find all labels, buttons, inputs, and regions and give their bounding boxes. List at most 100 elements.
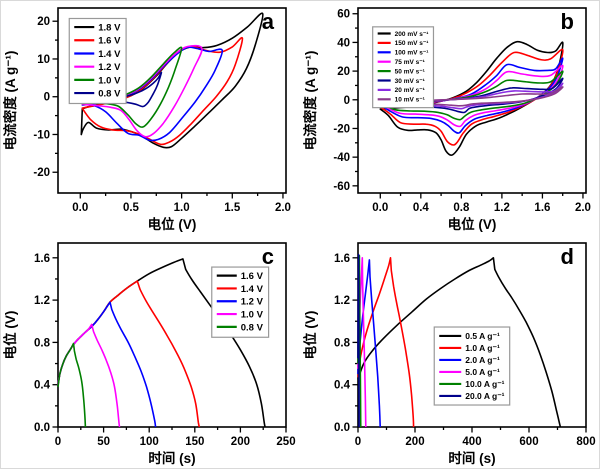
legend-label: 20 mV s⁻¹ bbox=[395, 87, 425, 94]
series-curve-1.6-V bbox=[81, 36, 244, 146]
y-axis-title: 电位 (V) bbox=[2, 311, 18, 360]
legend-label: 10.0 A g⁻¹ bbox=[465, 379, 504, 389]
x-tick-label: 800 bbox=[576, 436, 595, 448]
y-tick-label: 0.8 bbox=[34, 337, 51, 349]
y-axis-title: 电位 (V) bbox=[302, 311, 318, 360]
y-tick-label: 1.6 bbox=[334, 253, 350, 265]
legend-label: 1.2 V bbox=[241, 297, 264, 308]
panel-letter-a: a bbox=[262, 9, 275, 34]
y-tick-label: 20 bbox=[337, 66, 350, 78]
legend-label: 1.4 V bbox=[98, 49, 121, 60]
y-tick-label: 20 bbox=[37, 16, 50, 28]
panel-a-cv-voltage-windows: 0.0 0.5 1.0 1.5 2.0 -20 -10 0 10 20 电位 (V) 电流密度 (A … bbox=[2, 7, 291, 232]
y-tick-label: -40 bbox=[333, 152, 350, 164]
x-tick-label: 400 bbox=[462, 436, 481, 448]
y-tick-label: 10 bbox=[37, 54, 50, 66]
x-tick-label: 200 bbox=[405, 436, 424, 448]
y-tick-label: 1.2 bbox=[34, 295, 50, 307]
series-curve-20.0-A-g⁻¹ bbox=[357, 253, 360, 427]
y-tick-label: 0.4 bbox=[34, 380, 51, 392]
series-curve-1.0-V bbox=[81, 46, 183, 128]
legend-label: 200 mV s⁻¹ bbox=[395, 31, 429, 38]
legend-label: 0.5 A g⁻¹ bbox=[465, 331, 500, 341]
legend-label: 2.0 A g⁻¹ bbox=[465, 355, 500, 365]
y-tick-label: -20 bbox=[33, 167, 50, 179]
panel-c-gcd-voltage-windows: 0 50 100 150 200 250 0.0 0.4 0.8 1.2 1.6 时间 (s) 电位 (… bbox=[2, 242, 296, 466]
y-tick-label: -20 bbox=[333, 123, 350, 135]
legend-label: 5.0 A g⁻¹ bbox=[465, 367, 500, 377]
series-curve-0.5-A-g⁻¹ bbox=[357, 257, 562, 428]
axis-ticks bbox=[352, 13, 584, 199]
y-tick-label: -60 bbox=[333, 181, 350, 193]
axis-ticks bbox=[52, 257, 287, 433]
x-tick-label: 1.5 bbox=[224, 202, 241, 214]
legend-label: 100 mV s⁻¹ bbox=[395, 50, 429, 57]
y-axis-title: 电流密度 (A g⁻¹) bbox=[2, 51, 18, 151]
x-tick-label: 2.0 bbox=[275, 202, 291, 214]
x-axis-title: 电位 (V) bbox=[448, 216, 497, 232]
y-tick-label: 0.0 bbox=[34, 422, 50, 434]
x-tick-label: 200 bbox=[231, 436, 250, 448]
panel-letter-b: b bbox=[561, 9, 574, 34]
legend-label: 0.8 V bbox=[241, 322, 264, 333]
x-axis-title: 电位 (V) bbox=[148, 216, 197, 232]
x-tick-label: 0.4 bbox=[413, 202, 430, 214]
legend-label: 20.0 A g⁻¹ bbox=[465, 391, 504, 401]
legend-label: 150 mV s⁻¹ bbox=[395, 40, 429, 47]
y-tick-label: 0.8 bbox=[334, 337, 351, 349]
legend: 0.5 A g⁻¹ 1.0 A g⁻¹ 2.0 A g⁻¹ 5.0 A g⁻¹ 10.0… bbox=[433, 326, 511, 406]
y-tick-label: 1.6 bbox=[34, 253, 50, 265]
x-axis-title: 时间 (s) bbox=[448, 450, 495, 466]
legend-box bbox=[68, 17, 127, 105]
legend-label: 1.0 A g⁻¹ bbox=[465, 343, 500, 353]
y-tick-label: 0.0 bbox=[334, 422, 350, 434]
x-tick-label: 0.0 bbox=[72, 202, 88, 214]
series-curve-50-mV-s⁻¹ bbox=[379, 70, 564, 121]
x-tick-label: 600 bbox=[519, 436, 538, 448]
series-curve-1.0-A-g⁻¹ bbox=[357, 257, 415, 428]
legend: 1.6 V 1.4 V 1.2 V1.0 V 0.8 V bbox=[211, 266, 270, 338]
legend-label: 10 mV s⁻¹ bbox=[395, 97, 425, 104]
legend-label: 1.6 V bbox=[98, 36, 121, 47]
x-tick-label: 1.2 bbox=[494, 202, 510, 214]
panel-d-gcd-current-densities: 0 200 400 600 800 0.0 0.4 0.8 1.2 1.6 时间 (s) 电位 (V)… bbox=[302, 242, 596, 466]
y-tick-label: 0 bbox=[44, 92, 50, 104]
legend-box bbox=[433, 326, 511, 406]
panel-letter-c: c bbox=[262, 244, 274, 269]
y-axis-title: 电流密度 (A g⁻¹) bbox=[302, 51, 318, 151]
y-tick-label: 40 bbox=[337, 37, 350, 49]
x-tick-label: 0.0 bbox=[372, 202, 388, 214]
legend-box bbox=[372, 26, 435, 109]
series-curve-1.2-V bbox=[57, 301, 157, 428]
x-tick-label: 250 bbox=[276, 436, 295, 448]
x-tick-label: 0 bbox=[355, 436, 361, 448]
x-tick-label: 0 bbox=[55, 436, 61, 448]
axis-ticks bbox=[352, 257, 587, 433]
x-axis-title: 时间 (s) bbox=[148, 450, 195, 466]
x-tick-label: 100 bbox=[140, 436, 159, 448]
legend-label: 1.8 V bbox=[98, 22, 121, 33]
x-tick-label: 1.6 bbox=[534, 202, 550, 214]
x-tick-label: 50 bbox=[97, 436, 110, 448]
axis-frame bbox=[357, 7, 587, 194]
series-curve-10-mV-s⁻¹ bbox=[379, 86, 564, 107]
x-tick-label: 0.5 bbox=[123, 202, 140, 214]
panel-letter-d: d bbox=[561, 244, 574, 269]
x-tick-label: 0.8 bbox=[453, 202, 470, 214]
panel-b-cv-scan-rates: 0.0 0.4 0.8 1.2 1.6 2.0 -60 -40 -20 0 20 40 60 电位 (V)… bbox=[302, 7, 591, 232]
legend-label: 1.0 V bbox=[98, 75, 121, 86]
legend: 200 mV s⁻¹ 150 mV s⁻¹ 100 mV s⁻¹ 75 mV s⁻¹ 5… bbox=[372, 26, 435, 109]
y-tick-label: 0.4 bbox=[334, 380, 351, 392]
legend-label: 0.8 V bbox=[98, 88, 121, 99]
legend-label: 1.6 V bbox=[241, 271, 264, 282]
x-tick-label: 2.0 bbox=[575, 202, 591, 214]
legend-label: 30 mV s⁻¹ bbox=[395, 78, 425, 85]
legend-label: 1.2 V bbox=[98, 62, 121, 73]
x-tick-label: 150 bbox=[185, 436, 204, 448]
y-tick-label: -10 bbox=[33, 129, 50, 141]
series-curve-1.0-V bbox=[57, 323, 121, 428]
series-curve-1.4-V bbox=[57, 280, 201, 428]
y-tick-label: 60 bbox=[337, 9, 350, 21]
legend-label: 1.4 V bbox=[241, 284, 264, 295]
